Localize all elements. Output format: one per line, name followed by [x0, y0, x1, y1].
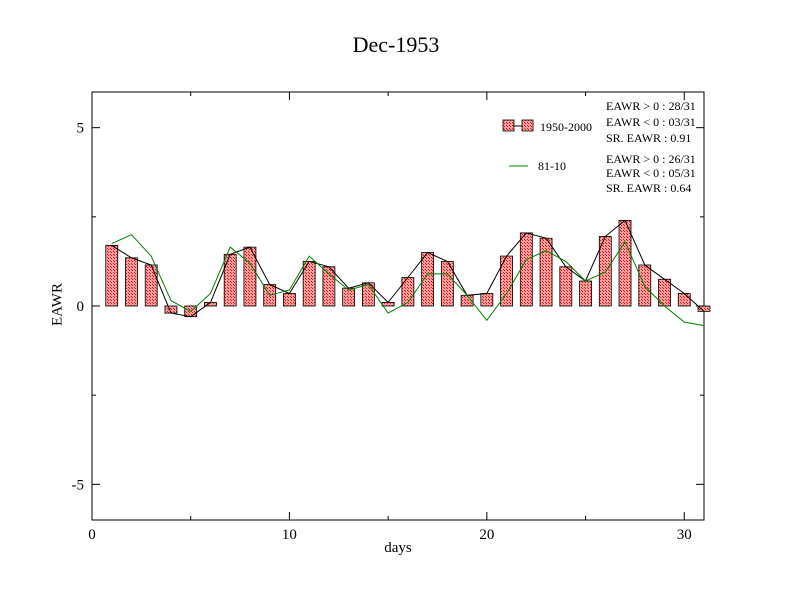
- x-tick-label-20: 20: [479, 527, 494, 543]
- bar-day-7: [223, 253, 237, 307]
- legend-label-81-10: 81-10: [538, 159, 566, 173]
- bar-day-22: [519, 232, 533, 307]
- x-tick-label-0: 0: [88, 527, 96, 543]
- bar-day-31: [697, 305, 711, 312]
- line-series: [111, 219, 705, 327]
- y-tick-label-5: 5: [77, 121, 85, 137]
- stat-8110-pos: EAWR > 0 : 26/31: [606, 152, 696, 166]
- stat-8110-neg: EAWR < 0 : 05/31: [606, 166, 696, 180]
- legend-swatch-1950-right: [521, 119, 534, 132]
- bar-day-2: [125, 257, 138, 307]
- x-tick-label-30: 30: [677, 527, 692, 543]
- legend-swatch-1950-left: [502, 119, 515, 132]
- chart-title: Dec-1953: [352, 32, 440, 57]
- stat-8110-sr: SR. EAWR : 0.64: [606, 181, 692, 195]
- stat-1950-sr: SR. EAWR : 0.91: [606, 131, 692, 145]
- legend-label-1950-2000: 1950-2000: [540, 120, 592, 134]
- legend: [502, 119, 534, 167]
- bar-day-20: [480, 293, 494, 307]
- bar-day-27: [618, 219, 632, 307]
- bar-series: [105, 219, 711, 318]
- y-axis-label: EAWR: [49, 283, 66, 326]
- bar-day-3: [144, 264, 158, 307]
- bar-day-1: [105, 244, 119, 307]
- bar-day-13: [342, 287, 356, 307]
- y-tick-label-0: 0: [77, 299, 85, 315]
- bar-day-12: [322, 266, 336, 307]
- stat-1950-neg: EAWR < 0 : 03/31: [606, 115, 696, 129]
- y-tick-label--5: -5: [72, 477, 85, 493]
- x-axis-label: days: [384, 540, 412, 556]
- x-tick-label-10: 10: [282, 527, 297, 543]
- stat-1950-pos: EAWR > 0 : 28/31: [606, 99, 696, 113]
- axis-ticks: 0 10 20 30 -5 0 5: [72, 92, 704, 543]
- line-81-10: [111, 234, 705, 327]
- line-1950-2000: [111, 219, 705, 318]
- bar-day-10: [283, 293, 296, 307]
- bar-day-24: [559, 266, 573, 307]
- bar-day-23: [539, 237, 553, 307]
- bar-day-25: [579, 280, 592, 307]
- bar-day-30: [677, 293, 691, 307]
